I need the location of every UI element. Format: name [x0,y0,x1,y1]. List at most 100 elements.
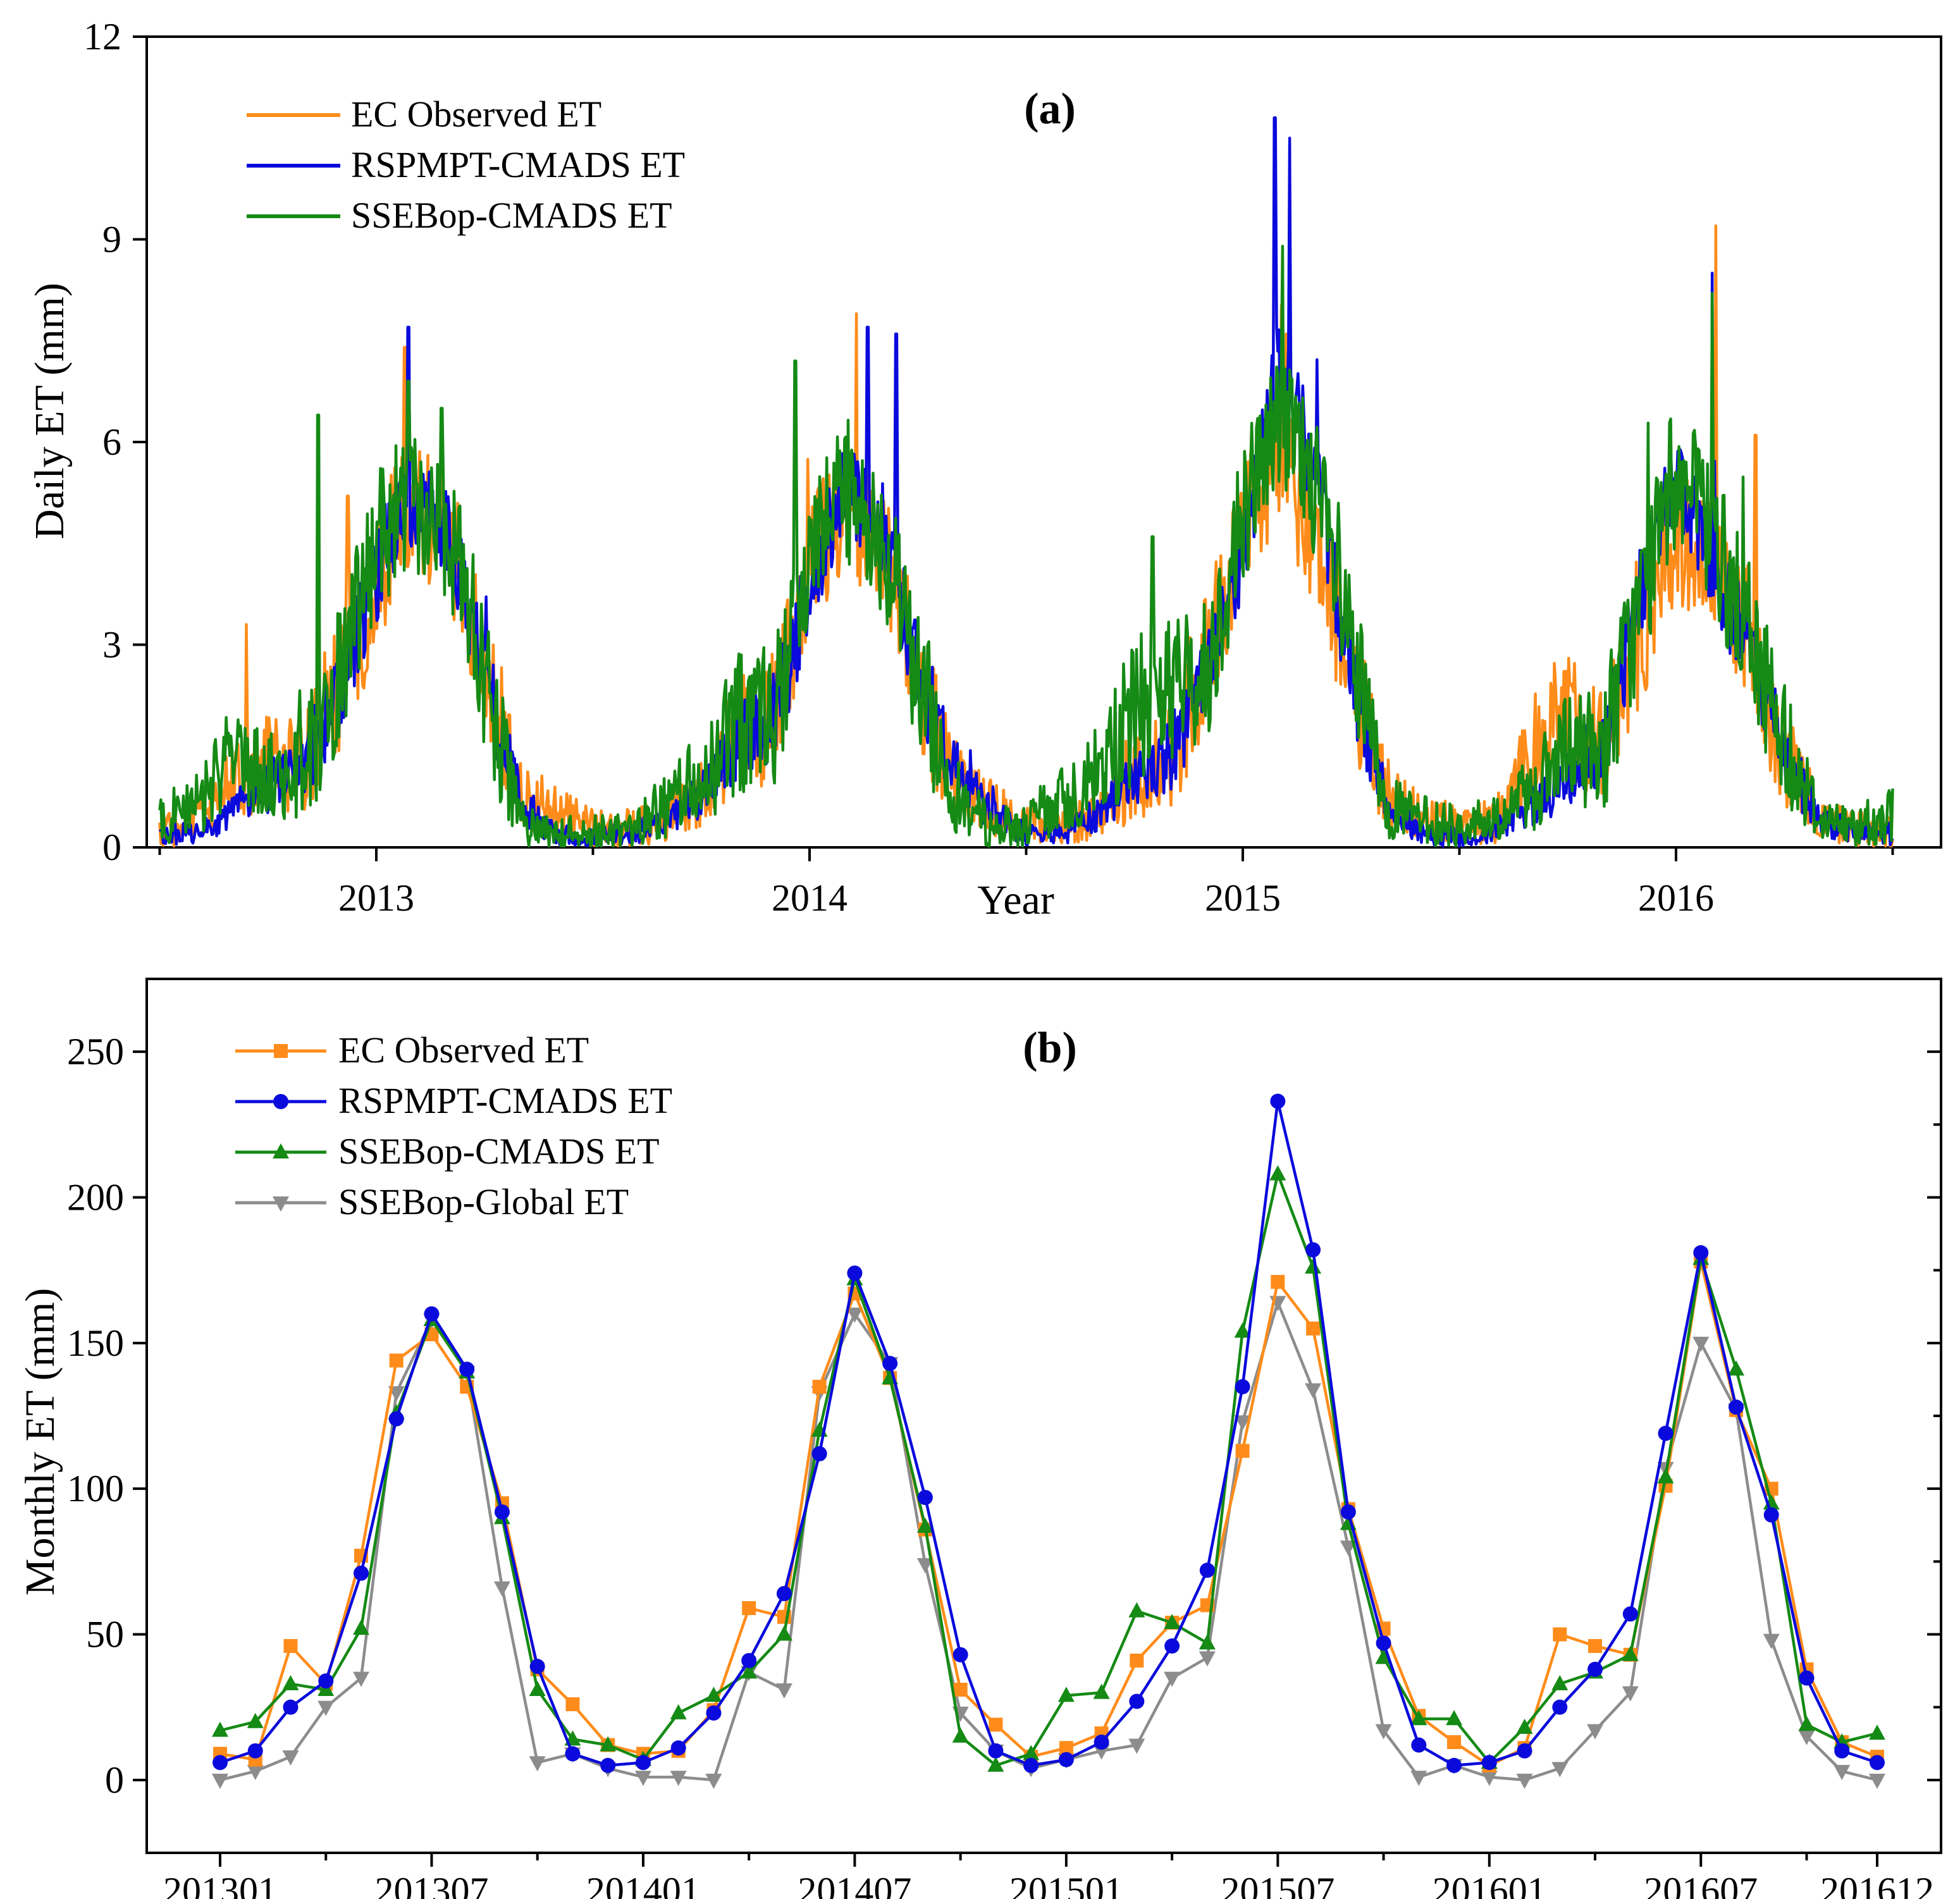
panel-b-point-ssebop_global [1869,1773,1885,1789]
panel-b-line-ssebop_cmads [219,1172,1878,1767]
panel-b-point-ssebop_cmads [1375,1649,1392,1664]
panel-b-xtick-label: 201301 [163,1870,277,1899]
panel-b-point-rspmpt [670,1740,686,1756]
panel-b-point-rspmpt [635,1755,651,1771]
panel-b-point-ssebop_cmads [987,1756,1004,1772]
panel-b-point-rspmpt [353,1565,369,1581]
panel-b-point-ssebop_cmads [1622,1645,1639,1661]
panel-b-point-ssebop_global [493,1581,510,1597]
panel-a-ytick-label: 6 [102,421,121,463]
panel-b-point-ec [1059,1741,1073,1755]
panel-b-point-rspmpt [1305,1242,1321,1258]
panel-b-xtick-label: 201501 [1009,1870,1123,1899]
panel-a-label: (a) [1024,85,1076,133]
panel-b-point-rspmpt [988,1743,1004,1759]
panel-b-point-ec [389,1353,404,1368]
panel-b-point-rspmpt [1058,1752,1074,1767]
panel-b-xtick-label: 201507 [1221,1870,1334,1899]
panel-b-xtick-label: 201407 [798,1870,911,1899]
panel-b-point-ec [812,1379,827,1394]
panel-b-point-rspmpt [1376,1635,1391,1651]
panel-b-point-rspmpt [388,1411,404,1427]
panel-a-xlabel: Year [977,877,1054,923]
panel-b-point-ec [565,1697,580,1712]
panel-b-point-ssebop_global [282,1750,299,1766]
panel-b-point-ssebop_global [1763,1633,1780,1649]
panel-b-label: (b) [1023,1024,1077,1072]
panel-b-point-ec [1130,1653,1144,1668]
panel-b-point-ssebop_global [670,1771,687,1786]
panel-b-point-ssebop_cmads [1023,1745,1040,1761]
panel-b-xtick-label: 201612 [1820,1870,1934,1899]
panel-b-point-rspmpt [1446,1757,1462,1773]
panel-b-point-rspmpt [1587,1661,1603,1677]
panel-b-series-layer [212,1093,1885,1789]
panel-b-point-ssebop_global [352,1671,369,1687]
panel-b-point-ssebop_cmads [1093,1683,1110,1699]
panel-a-series-layer [158,116,1894,848]
panel-b-point-ssebop_global [775,1683,792,1699]
panel-b-point-rspmpt [1658,1425,1673,1441]
panel-a-legend-label: SSEBop-CMADS ET [351,195,672,236]
panel-b-point-ssebop_global [1516,1773,1533,1789]
panel-b-series-rspmpt [213,1093,1885,1773]
panel-b-point-rspmpt [1129,1693,1145,1709]
panel-b-point-rspmpt [1693,1245,1709,1261]
panel-b-xtick-label: 201401 [586,1870,700,1899]
panel-b-point-rspmpt [952,1647,968,1662]
panel-b-monthly-et: 0 50 100 150 200 250 201301 201307 201401 201407 2… [17,978,1942,1899]
panel-b-point-rspmpt [1799,1670,1815,1686]
panel-b-point-rspmpt [1729,1399,1744,1415]
panel-b-point-ssebop_cmads [1869,1724,1885,1740]
panel-b-line-rspmpt [219,1100,1878,1767]
panel-b-point-ssebop_cmads [1516,1718,1533,1734]
panel-b-point-rspmpt [494,1504,510,1520]
panel-b-point-rspmpt [1622,1606,1638,1622]
panel-a-legend-label: RSPMPT-CMADS ET [351,144,685,185]
panel-a-xtick-label: 2014 [772,877,847,919]
panel-b-point-ssebop_cmads [282,1675,299,1690]
panel-b-axes: 0 50 100 150 200 250 201301 201307 201401 201407 2… [67,978,1941,1899]
panel-b-point-rspmpt [1481,1755,1497,1771]
panel-b-point-ssebop_cmads [352,1619,369,1635]
panel-a-daily-et: 0 3 6 9 12 2013 2014 2015 2016 (a) Year Daily ET… [27,16,1942,923]
panel-b-point-ec [283,1638,298,1653]
panel-b-point-rspmpt [565,1746,581,1762]
panel-b-point-ssebop_cmads [212,1721,228,1737]
panel-b-point-ssebop_global [1410,1771,1427,1786]
panel-b-point-ssebop_global [1798,1730,1815,1745]
panel-b-ytick-label: 100 [67,1468,124,1509]
panel-b-legend-marker-rspmpt [273,1094,288,1109]
panel-b-point-ssebop_global [247,1765,264,1781]
panel-b-point-rspmpt [811,1446,827,1461]
panel-b-point-rspmpt [1164,1638,1180,1654]
panel-a-xtick-label: 2015 [1205,877,1281,919]
panel-b-point-ssebop_cmads [916,1518,934,1533]
panel-b-point-ssebop_cmads [1057,1687,1075,1702]
panel-b-legend-label: SSEBop-CMADS ET [338,1131,660,1172]
panel-a-ylabel: Daily ET (mm) [27,283,73,539]
panel-a-xtick-label: 2016 [1638,877,1714,919]
panel-b-point-rspmpt [1235,1379,1250,1394]
panel-b-point-ssebop_cmads [1657,1468,1674,1484]
panel-b-point-ssebop_cmads [775,1625,792,1641]
panel-b-point-ec [1306,1321,1321,1336]
panel-b-point-ssebop_cmads [529,1681,546,1697]
panel-b-point-ssebop_cmads [1234,1322,1251,1338]
panel-b-point-ssebop_global [1305,1383,1322,1399]
panel-b-point-ec [1235,1444,1250,1458]
panel-b-point-ec [1271,1275,1285,1289]
panel-a-axes: 0 3 6 9 12 2013 2014 2015 2016 [83,16,1894,919]
panel-b-point-ssebop_global [1834,1765,1851,1781]
panel-b-point-rspmpt [706,1705,722,1721]
panel-b-point-ssebop_cmads [1269,1165,1286,1181]
panel-b-point-ssebop_cmads [705,1687,722,1702]
panel-b-point-rspmpt [600,1757,616,1773]
panel-b-point-ssebop_global [846,1307,863,1323]
panel-b-point-ssebop_global [705,1773,722,1789]
panel-a-ytick-label: 0 [102,827,121,868]
panel-b-point-ssebop_global [1587,1724,1604,1740]
panel-b-point-ssebop_global [212,1773,228,1789]
panel-b-ytick-label: 200 [67,1177,124,1219]
